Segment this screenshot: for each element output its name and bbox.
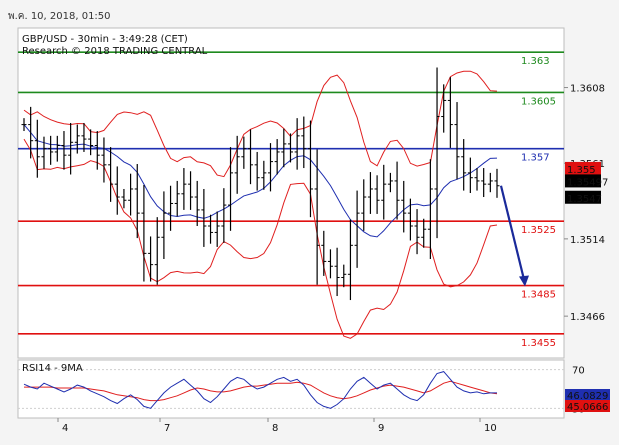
date-strip: พ.ค. 10, 2018, 01:50	[0, 0, 619, 28]
moving-average	[23, 124, 498, 238]
level-label: 1.3605	[521, 96, 556, 107]
forecast-line	[499, 185, 526, 280]
y-tick-label: 1.3608	[570, 84, 605, 95]
rsi-value-label: 45.0666	[567, 402, 608, 413]
rsi-tick-label: 70	[572, 366, 585, 377]
forecast-arrowhead	[519, 275, 529, 287]
price-tag	[565, 161, 601, 175]
forecast-arrow	[499, 185, 529, 287]
x-tick-label: 4	[62, 423, 68, 434]
bollinger-bands	[23, 70, 498, 339]
time-axis: 4 7 8 9 10	[57, 418, 497, 434]
rsi-panel	[17, 359, 565, 419]
level-label: 1.363	[521, 56, 550, 67]
rsi-line	[23, 371, 497, 409]
level-label: 1.3525	[521, 225, 556, 236]
price-tag-label: 1.35497	[567, 177, 608, 188]
x-tick-label: 10	[484, 423, 497, 434]
chart-date: พ.ค. 10, 2018, 01:50	[8, 11, 111, 22]
key-levels: 1.363 1.3605 1.357 1.3525 1.3485 1.3455	[18, 51, 564, 349]
rsi-value-tag	[565, 400, 610, 412]
price-tag-label: 1.3547	[567, 194, 602, 205]
main-panel	[17, 27, 565, 359]
upper-band	[23, 70, 498, 178]
y-tick-label: 1.3514	[570, 235, 605, 246]
rsi-value-tag	[565, 389, 610, 401]
y-tick-label: 1.3466	[570, 312, 605, 323]
chart-title: GBP/USD - 30min - 3:49:28 (CET)	[22, 34, 188, 45]
level-label: 1.357	[521, 153, 550, 164]
price-tag	[565, 190, 601, 204]
lower-band	[23, 138, 498, 339]
x-tick-label: 8	[272, 423, 278, 434]
rsi-value-label: 46.0829	[567, 391, 608, 402]
price-tag-label: 1.355	[567, 165, 596, 176]
rsi-label: RSI14 - 9MA	[22, 363, 83, 374]
price-bars	[21, 67, 500, 301]
chart-subtitle: Research © 2018 TRADING CENTRAL	[22, 46, 208, 57]
rsi-ma-line	[24, 380, 498, 402]
price-tag	[565, 174, 601, 188]
level-label: 1.3485	[521, 290, 556, 301]
x-tick-label: 9	[378, 423, 384, 434]
x-tick-label: 7	[164, 423, 170, 434]
level-label: 1.3455	[521, 338, 556, 349]
